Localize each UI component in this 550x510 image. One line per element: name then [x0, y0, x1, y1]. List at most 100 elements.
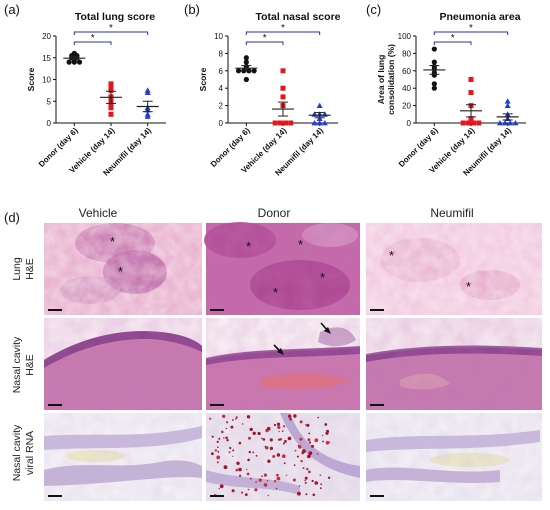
significance-star: *	[469, 23, 473, 34]
lesion-marker: *	[320, 270, 325, 285]
data-point	[431, 46, 437, 52]
data-point	[251, 68, 257, 74]
y-tick-label: 10	[42, 76, 51, 85]
rna-signal-dot	[288, 414, 292, 418]
rna-signal-dot	[225, 427, 227, 430]
y-tick-label: 6	[219, 67, 224, 76]
image-nasal-rna-vehicle	[44, 413, 202, 501]
chart-title: Total nasal score	[255, 11, 340, 23]
panel-label: (a)	[4, 2, 20, 17]
rna-signal-dot	[285, 474, 288, 476]
y-axis-label: Score	[26, 67, 36, 91]
rna-signal-dot	[218, 437, 221, 440]
data-point	[108, 81, 114, 87]
rna-signal-dot	[223, 465, 228, 470]
rna-signal-dot	[226, 421, 229, 424]
y-tick-label: 40	[402, 84, 411, 93]
data-point	[243, 59, 249, 65]
rna-signal-dot	[232, 419, 234, 421]
rna-signal-dot	[312, 493, 316, 497]
arrow-icon	[320, 322, 331, 334]
rna-signal-dot	[252, 431, 256, 435]
data-point	[504, 98, 511, 104]
rna-signal-dot	[293, 464, 296, 467]
rna-signal-dot	[241, 491, 244, 494]
rna-signal-dot	[230, 425, 234, 429]
data-point	[502, 120, 509, 126]
rna-signal-dot	[281, 430, 284, 433]
y-tick-label: 4	[219, 84, 224, 93]
rna-signal-dot	[298, 485, 301, 487]
rna-signal-dot	[257, 431, 261, 436]
y-tick-label: 2	[219, 102, 224, 111]
y-tick-label: 60	[402, 67, 411, 76]
data-point	[76, 59, 83, 65]
significance-bracket	[245, 31, 321, 35]
rna-signal-dot	[214, 449, 217, 452]
data-point	[311, 120, 318, 126]
rna-signal-dot	[265, 446, 269, 450]
rna-signal-dot	[308, 432, 311, 435]
significance-star: *	[91, 33, 95, 44]
data-point	[471, 120, 477, 126]
rna-signal-dot	[283, 462, 286, 465]
column-header-donor: Donor	[258, 206, 291, 220]
rna-signal-dot	[219, 484, 224, 489]
significance-bracket	[433, 31, 509, 35]
rna-signal-dot	[320, 483, 323, 486]
y-tick-label: 8	[219, 49, 224, 58]
rna-signal-dots	[209, 414, 331, 497]
rna-signal-dot	[282, 442, 285, 445]
rna-signal-dot	[304, 479, 306, 482]
data-point	[66, 59, 72, 65]
rna-signal-dot	[211, 452, 214, 456]
rna-signal-dot	[321, 434, 324, 437]
rna-signal-dot	[304, 476, 308, 480]
rna-signal-dot	[266, 426, 271, 431]
rna-signal-dot	[249, 477, 252, 480]
row-header-nasal-rna: Nasal cavity viral RNA	[11, 424, 36, 481]
rna-signal-dot	[244, 493, 248, 496]
y-tick-label: 20	[42, 32, 51, 41]
column-header-neumifil: Neumifil	[430, 206, 473, 220]
image-lung-donor: * * * *	[204, 222, 360, 315]
rna-signal-dot	[216, 455, 221, 460]
rna-signal-dot	[267, 494, 269, 497]
rna-signal-dot	[273, 423, 276, 427]
scale-bar	[370, 309, 384, 311]
rna-signal-dot	[263, 473, 267, 477]
arrow-icon	[273, 344, 284, 355]
rna-signal-dot	[296, 455, 299, 458]
rna-signal-dot	[273, 480, 277, 483]
image-nasal-he-vehicle	[44, 318, 202, 410]
row-header-nasal-he-line1: Nasal cavity	[11, 336, 23, 393]
rna-signal-dot	[249, 427, 253, 432]
rna-signal-dot	[276, 473, 279, 477]
significance-star: *	[281, 23, 285, 34]
rna-signal-dot	[282, 454, 286, 459]
rna-signal-dot	[216, 461, 219, 464]
rna-signal-dot	[261, 475, 263, 478]
rna-signal-dot	[269, 446, 273, 450]
row-header-lung: Lung H&E	[11, 257, 36, 281]
rna-signal-dot	[269, 438, 273, 442]
rna-signal-dot	[294, 449, 297, 452]
data-point	[283, 120, 289, 126]
data-point	[507, 120, 514, 126]
significance-star: *	[263, 33, 267, 44]
rna-signal-dot	[235, 468, 239, 472]
significance-bracket	[73, 41, 112, 45]
rna-signal-dot	[266, 479, 269, 482]
rna-signal-dot	[248, 450, 251, 454]
rna-signal-dot	[279, 438, 283, 441]
lesion-marker: *	[273, 285, 278, 300]
scale-bar	[210, 309, 224, 311]
rna-signal-dot	[255, 481, 257, 483]
rna-signal-dot	[242, 423, 244, 425]
rna-signal-dot	[263, 483, 268, 487]
data-point	[235, 68, 242, 74]
rna-signal-dot	[297, 491, 301, 496]
data-point	[108, 85, 114, 91]
rna-signal-dot	[252, 451, 255, 454]
